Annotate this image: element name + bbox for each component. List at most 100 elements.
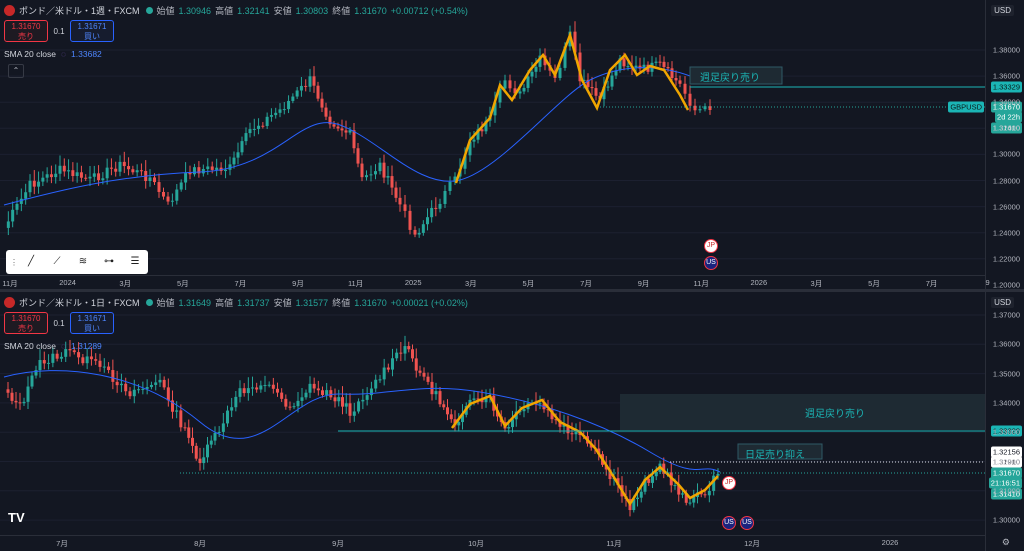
candle-body <box>188 172 192 175</box>
us-event-icon[interactable]: US <box>722 516 736 530</box>
lines-tool-icon[interactable]: ☰ <box>130 256 140 267</box>
grip-icon[interactable]: ⋮ <box>10 257 18 267</box>
horizontal-ray-tool-icon[interactable]: ⊶ <box>104 256 114 267</box>
time-tick: 9月 <box>637 279 650 288</box>
candle-body <box>688 93 692 106</box>
candle-body <box>240 141 244 153</box>
daily-time-axis[interactable]: 7月 8月 9月 10月 11月 12月 2026 <box>0 535 986 550</box>
candle-body <box>670 68 674 79</box>
price-tick: 1.38000 <box>992 45 1020 55</box>
us-event-icon-2[interactable]: US <box>740 516 754 530</box>
weekly-sell-annotation[interactable]: 週足戻り売り <box>700 73 760 84</box>
price-tick: 1.34000 <box>992 97 1020 107</box>
candle-body <box>639 491 643 498</box>
price-tick: 1.37000 <box>992 310 1020 320</box>
candle-body <box>269 115 273 117</box>
weekly-price-axis[interactable]: USD <box>985 0 1024 289</box>
candle-body <box>348 130 352 133</box>
candle-body <box>716 474 720 476</box>
candle-body <box>244 133 248 142</box>
weekly-legend: ポンド／米ドル・1週・FXCM 始値 1.30946 高値 1.32141 安値 1.… <box>4 4 468 17</box>
sma-indicator-legend[interactable]: SMA 20 close ◌ 1.33682 <box>4 49 102 59</box>
jp-event-icon[interactable]: JP <box>704 239 718 253</box>
candle-body <box>300 397 304 401</box>
candle-body <box>468 141 472 156</box>
candle-body <box>361 399 365 402</box>
candle-body <box>566 424 570 434</box>
pane-divider[interactable] <box>0 289 1024 292</box>
jp-event-icon[interactable]: JP <box>722 476 736 490</box>
candle-body <box>296 400 300 407</box>
candle-body <box>191 437 194 446</box>
candle-body <box>418 370 422 373</box>
sma-line <box>3 67 701 206</box>
buy-label: 買い <box>84 32 100 41</box>
sell-button[interactable]: 1.31670 売り <box>4 20 48 42</box>
candle-body <box>333 397 337 402</box>
price-tick: 1.26000 <box>992 202 1020 212</box>
weekly-time-axis[interactable]: 11月 2024 3月 5月 7月 9月 11月 2025 3月 5月 7月 9月 11月 2026 3月 5… <box>0 275 993 297</box>
candle-body <box>399 352 403 354</box>
candle-body <box>213 432 217 441</box>
candle-body <box>522 409 526 412</box>
symbol-title[interactable]: ポンド／米ドル・1日・FXCM <box>19 298 140 308</box>
time-tick: 5月 <box>176 279 189 288</box>
price-tick: 1.20000 <box>992 280 1020 290</box>
candle-body <box>6 221 10 228</box>
candle-body <box>248 129 252 134</box>
price-tick: 1.30000 <box>992 149 1020 159</box>
countdown-tag: 21:16:51 <box>988 477 1022 489</box>
quantity-value[interactable]: 0.1 <box>53 318 65 328</box>
time-tick: 2025 <box>404 278 422 287</box>
weekly-sell-box <box>620 394 986 430</box>
candle-body <box>228 164 232 170</box>
settings-icon[interactable]: ⚙ <box>1001 537 1010 547</box>
candle-body <box>278 109 282 113</box>
candle-body <box>154 382 158 385</box>
candle-body <box>684 493 688 503</box>
daily-sell-annotation[interactable]: 日足売り抑え <box>745 450 805 461</box>
candle-body <box>187 427 191 438</box>
line-tool-icon[interactable]: ╱ <box>27 256 35 267</box>
buy-button[interactable]: 1.31671 買い <box>70 20 114 42</box>
weekly-sell-annotation[interactable]: 週足戻り売り <box>805 409 865 420</box>
us-event-icon[interactable]: US <box>704 256 718 270</box>
tradingview-logo[interactable]: TV <box>8 510 25 525</box>
candle-body <box>312 383 316 389</box>
candle-body <box>332 124 336 127</box>
currency-button[interactable]: USD <box>991 297 1014 308</box>
candle-body <box>352 411 356 416</box>
daily-chart-plot[interactable] <box>0 292 986 535</box>
price-tick: 1.28000 <box>992 176 1020 185</box>
candle-body <box>84 177 88 179</box>
candle-body <box>336 126 340 129</box>
quantity-value[interactable]: 0.1 <box>53 26 65 36</box>
candle-body <box>413 229 417 235</box>
candle-body <box>443 190 447 204</box>
candle-body <box>41 177 45 182</box>
candle-body <box>179 410 183 428</box>
collapse-legend-button[interactable]: ⌃ <box>8 64 24 78</box>
candle-body <box>157 182 161 192</box>
ray-tool-icon[interactable]: ⟋ <box>53 256 61 267</box>
sell-button[interactable]: 1.31670 売り <box>4 312 48 334</box>
daily-chart-pane[interactable]: ポンド／米ドル・1日・FXCM 始値 1.31649 高値 1.31737 安値 1.… <box>0 292 1024 551</box>
channel-tool-icon[interactable]: ≋ <box>78 256 88 267</box>
time-tick: 3月 <box>119 279 132 288</box>
sma-indicator-legend[interactable]: SMA 20 close ◌ 1.31289 <box>4 341 102 351</box>
level-tag: 1.33329 <box>990 81 1022 93</box>
candle-body <box>77 352 81 358</box>
candle-body <box>162 191 165 197</box>
symbol-title[interactable]: ポンド／米ドル・1週・FXCM <box>19 6 140 16</box>
weekly-chart-plot[interactable] <box>0 0 986 275</box>
candle-body <box>304 85 308 87</box>
currency-button[interactable]: USD <box>991 5 1014 16</box>
weekly-chart-pane[interactable]: ポンド／米ドル・1週・FXCM 始値 1.30946 高値 1.32141 安値 1.… <box>0 0 1024 297</box>
daily-price-axis[interactable]: USD <box>985 292 1024 551</box>
candle-body <box>378 162 382 172</box>
candle-body <box>476 129 480 140</box>
candle-body <box>316 85 320 99</box>
zigzag-line <box>451 394 719 507</box>
buy-button[interactable]: 1.31671 買い <box>70 312 114 334</box>
price-tick: 1.36000 <box>992 71 1020 81</box>
